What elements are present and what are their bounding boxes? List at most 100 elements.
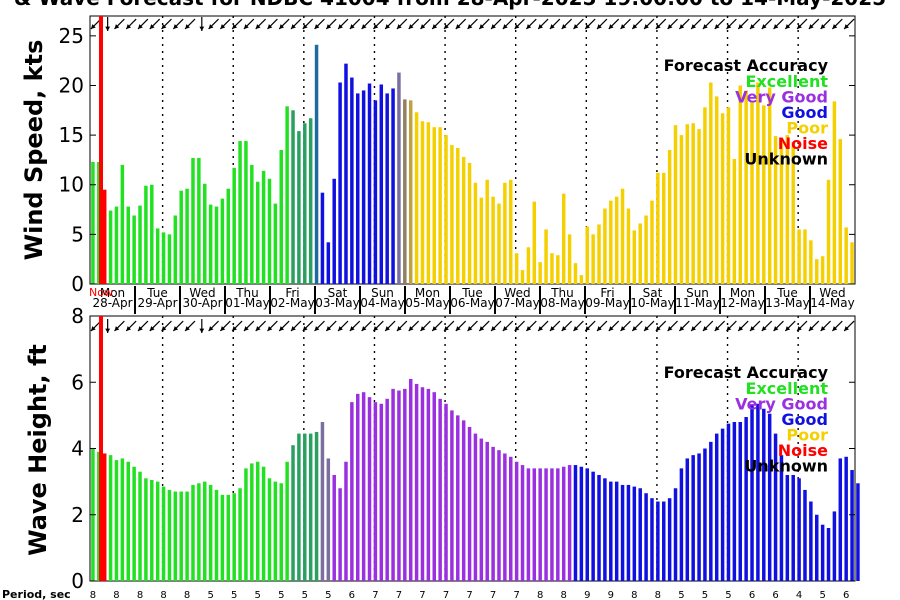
wave-bar xyxy=(450,410,454,581)
wind-arrow-icon xyxy=(843,18,855,30)
period-label: 7 xyxy=(419,590,425,600)
wind-bar xyxy=(391,88,395,284)
wind-bar xyxy=(597,224,601,284)
wind-bar xyxy=(420,121,425,284)
wind-bar xyxy=(238,141,242,284)
period-label: 9 xyxy=(608,590,614,600)
wind-bar xyxy=(556,255,560,284)
wind-bar xyxy=(791,142,795,284)
wind-arrow-icon xyxy=(396,18,408,30)
wave-bar xyxy=(767,413,772,581)
day-date-label: 06-May xyxy=(450,296,494,310)
day-name-label: Thu xyxy=(235,286,259,300)
wave-arrow-icon xyxy=(831,320,843,332)
wave-bar xyxy=(132,466,136,581)
wave-bar xyxy=(250,463,254,581)
period-label: 6 xyxy=(843,590,849,600)
wind-arrow-icon xyxy=(761,18,773,30)
wind-arrow-icon xyxy=(420,18,431,30)
period-label: 8 xyxy=(113,590,119,600)
wave-bar xyxy=(703,448,707,581)
wave-bar xyxy=(356,393,360,581)
wave-bar xyxy=(856,483,860,581)
wave-bar xyxy=(744,417,748,581)
wave-bar xyxy=(667,498,672,581)
wave-bar xyxy=(691,455,695,581)
wind-bar xyxy=(385,93,389,284)
wave-bar xyxy=(467,426,472,581)
wave-bar xyxy=(444,403,448,581)
period-label: 8 xyxy=(631,590,637,600)
wave-bar xyxy=(732,422,737,581)
wind-bar xyxy=(191,157,195,284)
wave-bar xyxy=(556,468,560,581)
day-date-label: 04-May xyxy=(360,296,404,310)
wind-arrow-icon xyxy=(337,18,349,30)
wave-bar xyxy=(567,465,572,581)
wave-bar xyxy=(255,461,260,581)
wind-bar xyxy=(161,232,166,284)
wave-legend-item: Very Good xyxy=(735,395,828,414)
wind-arrow-icon xyxy=(478,18,490,30)
wave-arrow-icon xyxy=(219,320,231,332)
wave-bar xyxy=(585,468,589,581)
wave-bar xyxy=(232,493,236,581)
wave-bar xyxy=(191,484,195,581)
wave-arrow-icon xyxy=(737,320,749,332)
wind-bar xyxy=(591,234,595,284)
wind-bar xyxy=(526,247,531,284)
wave-arrow-icon xyxy=(302,320,314,332)
period-label: 5 xyxy=(819,590,825,600)
wave-arrow-icon xyxy=(408,320,420,332)
wind-arrow-icon xyxy=(678,18,690,30)
wind-bar xyxy=(338,82,342,285)
wave-arrow-icon xyxy=(384,320,396,332)
wind-legend-title: Forecast Accuracy xyxy=(664,56,829,75)
wave-bar xyxy=(102,453,107,581)
wind-ytick-label: 5 xyxy=(71,222,84,246)
wave-bar xyxy=(297,433,301,581)
wave-legend-item: Noise xyxy=(778,441,828,460)
period-label: 9 xyxy=(584,590,590,600)
wave-bar xyxy=(291,445,295,581)
wind-legend-item: Good xyxy=(781,103,828,122)
wave-bar xyxy=(603,478,607,581)
wave-bar xyxy=(644,493,648,581)
wind-arrow-icon xyxy=(443,18,455,30)
wind-arrow-icon xyxy=(267,18,278,30)
wave-bar xyxy=(809,501,813,581)
wind-arrow-icon xyxy=(525,18,537,30)
wind-arrow-icon xyxy=(714,18,726,30)
period-label: 6 xyxy=(772,590,778,600)
wave-bar xyxy=(544,468,548,581)
wind-bar xyxy=(102,189,107,284)
wind-bar xyxy=(108,210,113,284)
wave-arrow-icon xyxy=(125,320,137,332)
wind-bar xyxy=(279,150,283,284)
wind-bar xyxy=(308,118,313,285)
day-date-label: 09-May xyxy=(585,296,629,310)
wave-arrow-icon xyxy=(796,320,808,332)
wind-bar xyxy=(756,82,760,285)
wind-bar xyxy=(414,112,419,284)
day-date-label: 11-May xyxy=(675,296,719,310)
wave-arrow-icon xyxy=(278,320,290,332)
wind-arrow-icon xyxy=(384,18,396,30)
wave-arrow-icon xyxy=(255,320,267,332)
wind-bar xyxy=(226,188,231,284)
wave-bar xyxy=(438,398,442,581)
period-label: 8 xyxy=(655,590,661,600)
wave-bar xyxy=(267,478,272,581)
wave-bar xyxy=(561,466,566,581)
wave-arrow-icon xyxy=(784,320,796,332)
day-name-label: Tue xyxy=(461,286,483,300)
wave-bar xyxy=(97,451,101,581)
wind-bar xyxy=(815,259,819,284)
wind-bar xyxy=(561,193,566,284)
wind-arrow-icon xyxy=(831,18,843,30)
wind-bar xyxy=(673,125,678,285)
wind-bar xyxy=(379,84,384,284)
wind-bar xyxy=(744,90,748,284)
wave-arrow-icon xyxy=(655,320,667,332)
